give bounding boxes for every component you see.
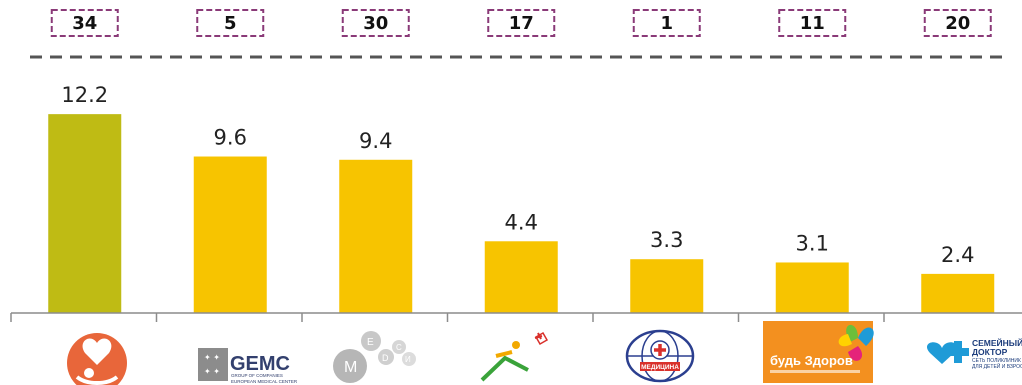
rank-badges: 34 5 30 17 1 11 20 — [50, 9, 992, 37]
gemc-sub1: GROUP OF COMPANIES — [231, 373, 283, 378]
rank-label: 1 — [660, 13, 673, 34]
x-axis — [10, 312, 1022, 322]
mother-child-logo-icon — [67, 333, 127, 385]
gemc-name: GEMC — [230, 353, 290, 375]
logos-row: ✦ ✦ ✦ ✦ GEMC GROUP OF COMPANIES EUROPEAN… — [67, 321, 1022, 385]
bar — [630, 259, 704, 313]
semdoc-line3: СЕТЬ ПОЛИКЛИНИК — [972, 358, 1021, 364]
data-label: 9.6 — [214, 126, 247, 150]
rank-label: 11 — [800, 13, 825, 34]
rank-label: 5 — [224, 13, 237, 34]
rank-badge — [632, 9, 701, 37]
data-label: 9.4 — [359, 129, 392, 153]
rank-label: 20 — [945, 13, 970, 34]
gemc-logo: ✦ ✦ ✦ ✦ GEMC GROUP OF COMPANIES EUROPEAN… — [198, 348, 298, 384]
data-label: 2.4 — [941, 243, 974, 267]
svg-text:✦ ✦: ✦ ✦ — [204, 353, 220, 362]
svg-text:✦ ✦: ✦ ✦ — [204, 367, 220, 376]
bar — [484, 241, 558, 313]
medsi-letter-i: И — [405, 355, 411, 364]
medsi-logo: M E D C И — [333, 331, 416, 383]
bar — [339, 159, 413, 313]
medicina-globe-logo: МЕДИЦИНА — [625, 329, 695, 383]
bars-group — [48, 114, 995, 313]
rank-badge — [778, 9, 847, 37]
running-figure-logo-icon — [480, 331, 549, 382]
value-labels-group: 12.2 9.6 9.4 4.4 3.3 3.1 2.4 — [61, 83, 974, 267]
data-label: 4.4 — [505, 210, 538, 234]
medsi-letter-c: C — [396, 343, 402, 352]
heart-icon — [927, 342, 957, 364]
rank-badge — [50, 9, 119, 37]
rank-label: 17 — [509, 13, 534, 34]
semdoc-line2: ДОКТОР — [972, 347, 1008, 357]
semdoc-line4: ДЛЯ ДЕТЕЙ И ВЗРОСЛЫХ — [972, 362, 1022, 370]
gemc-sub2: EUROPEAN MEDICAL CENTER — [231, 379, 298, 384]
rank-label: 30 — [363, 13, 388, 34]
medsi-letter-m: M — [344, 359, 357, 376]
bar — [193, 156, 267, 313]
data-label: 3.1 — [796, 231, 829, 255]
medicina-text: МЕДИЦИНА — [641, 364, 679, 371]
medsi-letter-d: D — [382, 353, 389, 363]
bar — [775, 262, 849, 313]
rank-badge — [196, 9, 265, 37]
semeyny-doktor-logo: СЕМЕЙНЫЙ ДОКТОР СЕТЬ ПОЛИКЛИНИК ДЛЯ ДЕТЕ… — [927, 337, 1022, 370]
bar — [921, 273, 995, 313]
rank-badge — [341, 9, 410, 37]
bar — [48, 114, 122, 313]
semdoc-line1: СЕМЕЙНЫЙ — [972, 337, 1022, 348]
budz-zdorov-text: будь Здоров — [770, 353, 853, 368]
data-label: 3.3 — [650, 228, 683, 252]
data-label: 12.2 — [61, 83, 108, 107]
rank-label: 34 — [72, 13, 97, 34]
rank-badge — [923, 9, 992, 37]
budz-zdorov-logo: будь Здоров — [763, 321, 874, 383]
rank-badge — [487, 9, 556, 37]
medsi-letter-e: E — [367, 337, 374, 348]
gemc-stars-icon — [198, 348, 228, 381]
